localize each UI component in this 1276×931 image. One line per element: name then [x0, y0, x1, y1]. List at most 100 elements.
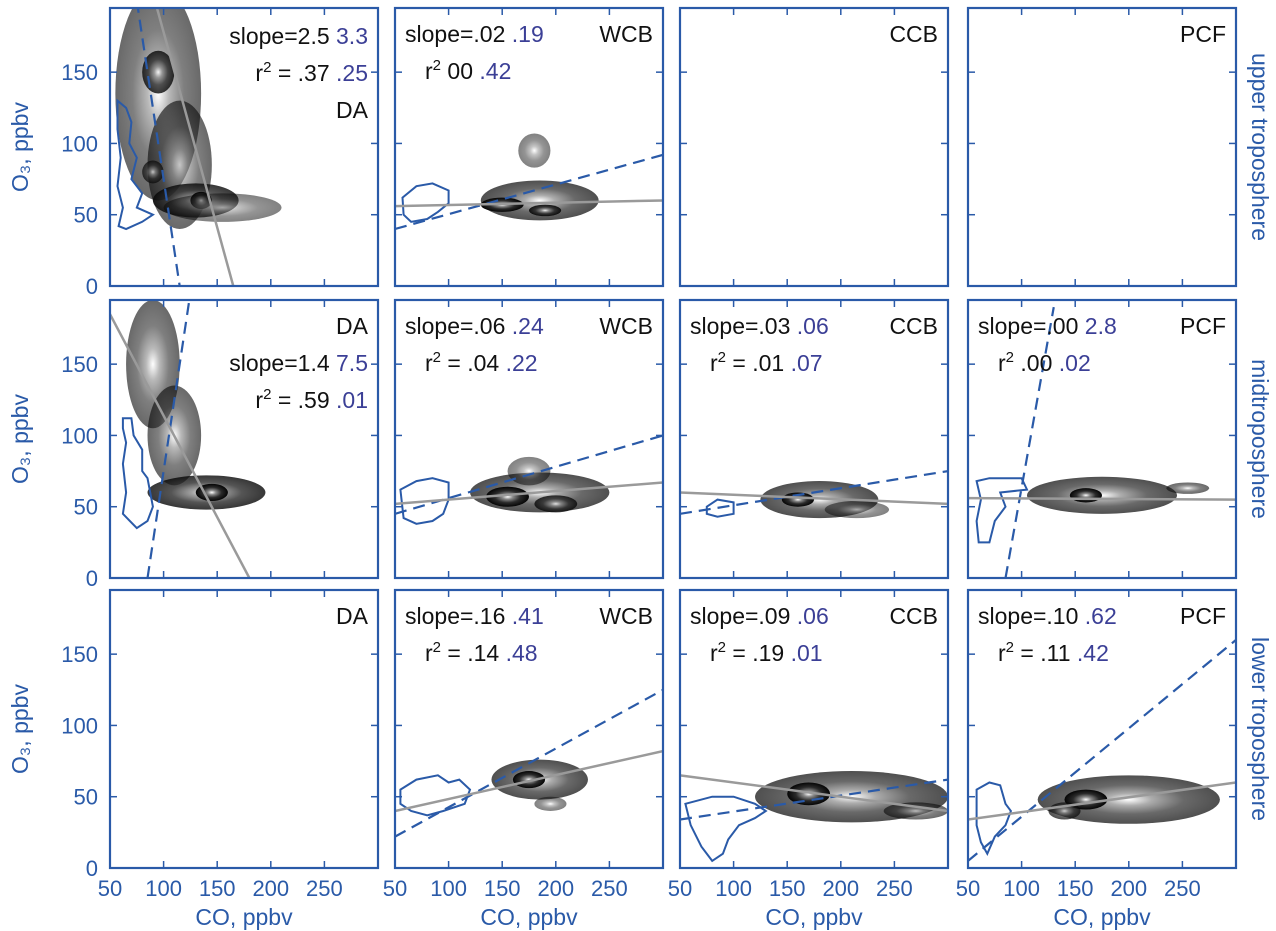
x-tick-label: 50	[668, 876, 692, 901]
y-tick-label: 0	[86, 566, 98, 591]
plot-area	[395, 688, 663, 838]
x-axis-labels: 50 100 150 200 250 CO, ppbv 50 100 150 200 250 CO, …	[98, 876, 1201, 930]
panel-2-0: DA	[108, 588, 380, 870]
row-label: lower troposphere	[1247, 637, 1273, 821]
plot-area	[115, 8, 282, 286]
background-r2-value: .01	[791, 640, 823, 666]
regression-line	[680, 774, 948, 813]
r2-value: = .59	[271, 387, 336, 413]
panel-frame	[966, 588, 1238, 870]
r2-annotation: r2 = .37 .25	[255, 59, 368, 86]
panel-0-3: PCF	[966, 6, 1238, 288]
background-contour	[116, 98, 155, 231]
r2-annotation: r2 00 .42	[425, 57, 511, 84]
plot-area	[968, 639, 1236, 862]
x-tick-label: 100	[715, 876, 752, 901]
panel-tag: PCF	[1180, 313, 1226, 339]
x-tick-label: 50	[98, 876, 122, 901]
panel-frame	[966, 6, 1238, 288]
r2-annotation: r2 = .04 .22	[425, 349, 538, 376]
slope-annotation: slope=.03 .06	[690, 313, 829, 339]
x-tick-label: 50	[383, 876, 407, 901]
panel-tag: WCB	[599, 21, 653, 47]
r2-value: = .37	[271, 60, 336, 86]
x-tick-label: 250	[876, 876, 913, 901]
regression-line	[395, 749, 663, 813]
density-cloud	[1166, 482, 1210, 494]
plot-area	[395, 133, 663, 231]
background-fit-line	[136, 8, 181, 286]
panel-2-3: PCF slope=.10 .62 r2 = .11 .42	[966, 588, 1238, 870]
slope-value: slope=2.5	[229, 23, 336, 49]
slope-annotation: slope=.00 2.8	[978, 313, 1117, 339]
panel-tag: DA	[336, 603, 369, 629]
background-slope-value: 2.8	[1085, 313, 1117, 339]
r2-annotation: r2 = .14 .48	[425, 639, 538, 666]
density-cloud	[534, 495, 578, 513]
panel-frame	[678, 6, 950, 288]
background-contour	[401, 182, 450, 223]
slope-value: slope=1.4	[229, 350, 336, 376]
y-tick-label: 50	[74, 203, 98, 228]
panel-frame	[393, 298, 665, 580]
background-r2-value: .01	[336, 387, 368, 413]
x-tick-label: 250	[1164, 876, 1201, 901]
r2-value: = .01	[726, 350, 791, 376]
panel-1-3: PCF slope=.00 2.8 r2 .00 .02	[966, 298, 1238, 580]
panel-grid: DA slope=2.5 3.3 r2 = .37 .25 WCB slope=.02 …	[108, 6, 1238, 870]
x-tick-label: 100	[145, 876, 182, 901]
panel-0-1: WCB slope=.02 .19 r2 00 .42	[393, 6, 665, 288]
y-tick-label: 50	[74, 495, 98, 520]
density-cloud	[486, 486, 529, 507]
slope-annotation: slope=1.4 7.5	[229, 350, 368, 376]
y-tick-label: 0	[86, 856, 98, 881]
slope-value: slope=.02	[405, 21, 512, 47]
slope-annotation: slope=.02 .19	[405, 21, 544, 47]
slope-value: slope=.03	[690, 313, 797, 339]
y-tick-label: 100	[61, 131, 98, 156]
x-tick-label: 250	[306, 876, 343, 901]
density-cloud	[518, 133, 551, 168]
r2-annotation: r2 = .11 .42	[998, 639, 1109, 666]
x-tick-label: 200	[822, 876, 859, 901]
panel-2-2: CCB slope=.09 .06 r2 = .19 .01	[678, 588, 950, 870]
background-slope-value: .24	[512, 313, 544, 339]
x-axis-label: CO, ppbv	[765, 904, 863, 930]
background-slope-value: .06	[797, 313, 829, 339]
x-axis-label: CO, ppbv	[480, 904, 578, 930]
regression-line	[968, 496, 1236, 501]
density-cloud	[507, 456, 551, 486]
regression-line	[110, 313, 251, 578]
slope-value: slope=.06	[405, 313, 512, 339]
background-slope-value: 7.5	[336, 350, 368, 376]
panel-frame	[966, 298, 1238, 580]
regression-line	[395, 481, 663, 506]
panel-tag: WCB	[599, 313, 653, 339]
r2-annotation: r2 = .59 .01	[255, 386, 368, 413]
regression-line	[155, 8, 235, 286]
r2-value: .00	[1014, 350, 1059, 376]
x-tick-label: 100	[1003, 876, 1040, 901]
y-tick-label: 100	[61, 423, 98, 448]
panel-tag: DA	[336, 97, 369, 123]
density-cloud	[529, 204, 562, 217]
plot-area	[395, 434, 663, 525]
background-contour	[975, 477, 1029, 544]
regression-line	[968, 781, 1236, 821]
r2-value: = .19	[726, 640, 791, 666]
background-contour	[975, 781, 1013, 856]
row-label: midtroposphere	[1247, 359, 1273, 519]
background-slope-value: 3.3	[336, 23, 368, 49]
slope-value: slope=.00	[978, 313, 1085, 339]
regression-line	[395, 199, 663, 208]
row-labels: upper troposphere midtroposphere lower tro…	[1247, 53, 1273, 821]
background-r2-value: .22	[506, 350, 538, 376]
background-r2-value: .25	[336, 60, 368, 86]
panel-0-2: CCB	[678, 6, 950, 288]
r2-annotation: r2 .00 .02	[998, 349, 1091, 376]
panel-tag: CCB	[889, 603, 938, 629]
plot-area	[110, 300, 266, 578]
row-label: upper troposphere	[1247, 53, 1273, 241]
